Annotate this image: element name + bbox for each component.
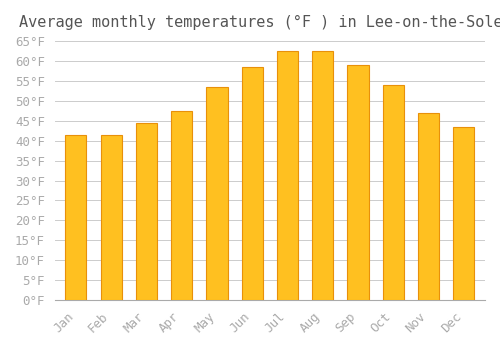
Bar [171,111,192,300]
Bar [348,65,368,300]
Bar [136,122,157,300]
Bar [418,113,439,300]
Bar [454,127,474,300]
Bar [206,87,228,300]
Bar [66,135,86,300]
Bar [312,51,334,300]
Title: Average monthly temperatures (°F ) in Lee-on-the-Solent: Average monthly temperatures (°F ) in Le… [19,15,500,30]
Bar [242,67,263,300]
Bar [277,51,298,300]
Bar [382,85,404,300]
Bar [100,135,121,300]
